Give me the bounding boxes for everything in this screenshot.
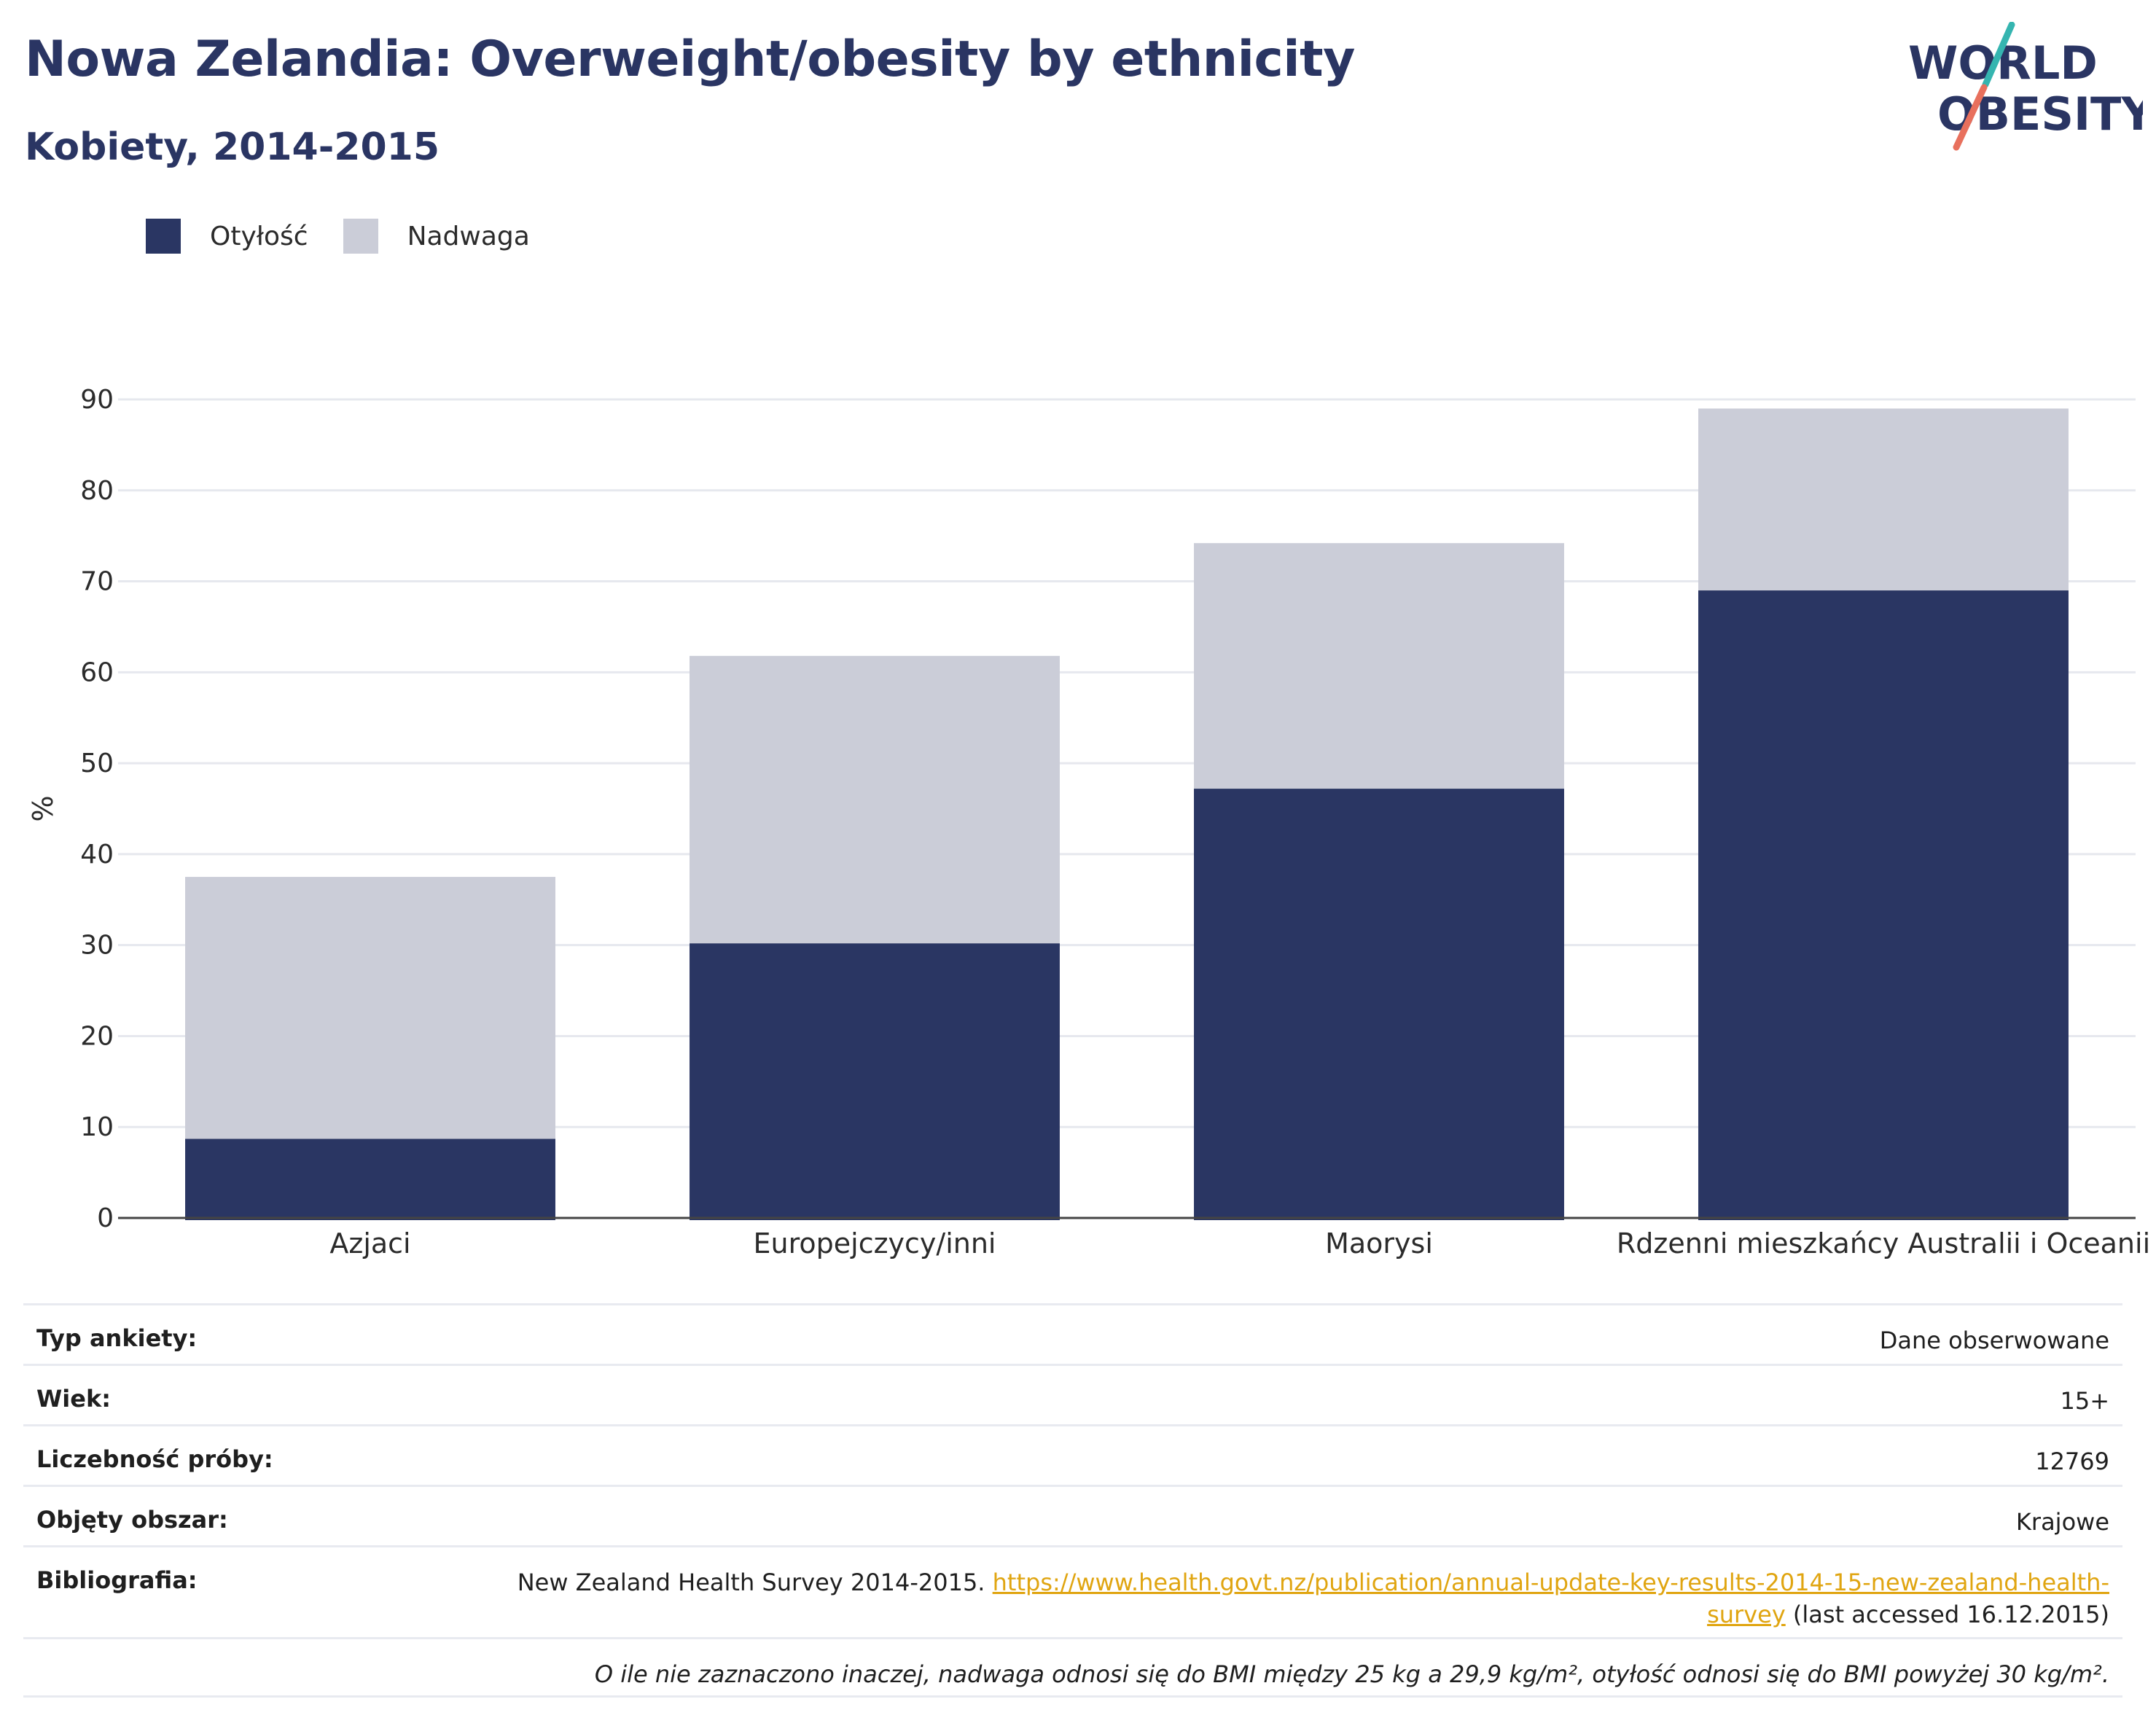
bibliography-link[interactable]: https://www.health.govt.nz/publication/a… — [992, 1569, 2109, 1628]
bar-obesity-2 — [1194, 789, 1564, 1220]
y-tick-label-80: 80 — [80, 476, 114, 506]
info-row-age: Wiek: 15+ — [23, 1364, 2122, 1424]
bar-obesity-0 — [185, 1139, 555, 1220]
info-row-note: O ile nie zaznaczono inaczej, nadwaga od… — [23, 1637, 2122, 1698]
area-value: Krajowe — [2015, 1508, 2109, 1536]
bar-overweight-3 — [1698, 408, 2069, 591]
definition-note: O ile nie zaznaczono inaczej, nadwaga od… — [594, 1660, 2109, 1688]
survey-type-label: Typ ankiety: — [36, 1324, 198, 1352]
bibliography-label: Bibliografia: — [36, 1566, 198, 1594]
info-row-survey-type: Typ ankiety: Dane obserwowane — [23, 1303, 2122, 1364]
age-value: 15+ — [2060, 1387, 2109, 1415]
bibliography-text: New Zealand Health Survey 2014-2015. — [517, 1569, 993, 1596]
bibliography-accessed: (last accessed 16.12.2015) — [1785, 1601, 2109, 1628]
page-title: Nowa Zelandia: Overweight/obesity by eth… — [25, 31, 1355, 88]
world-obesity-logo: WORLD OBESITY — [1908, 22, 2143, 151]
info-row-bibliography: Bibliografia: New Zealand Health Survey … — [23, 1545, 2122, 1637]
bibliography-value: New Zealand Health Survey 2014-2015. htt… — [506, 1566, 2109, 1630]
survey-type-value: Dane obserwowane — [1879, 1327, 2109, 1354]
sample-size-value: 12769 — [2035, 1448, 2109, 1475]
x-tick-label-2: Maorysi — [1325, 1227, 1433, 1260]
y-tick-label-10: 10 — [80, 1112, 114, 1142]
y-tick-label-20: 20 — [80, 1021, 114, 1051]
page-subtitle: Kobiety, 2014-2015 — [25, 125, 440, 169]
stacked-bar-chart: 0 10 20 30 40 50 60 70 80 90% Azjaci Europejczycy/i… — [27, 385, 2150, 1260]
info-table: Typ ankiety: Dane obserwowane Wiek: 15+ … — [23, 1303, 2122, 1698]
area-label: Objęty obszar: — [36, 1506, 228, 1534]
y-tick-label-30: 30 — [80, 931, 114, 961]
legend-swatch-overweight — [343, 219, 378, 254]
legend-label-overweight: Nadwaga — [407, 221, 530, 251]
legend-swatch-obesity — [146, 219, 181, 254]
legend-item-overweight[interactable]: Nadwaga — [343, 219, 530, 254]
bar-obesity-1 — [690, 943, 1060, 1220]
x-tick-label-0: Azjaci — [329, 1227, 410, 1260]
bar-overweight-2 — [1194, 543, 1564, 789]
y-tick-label-0: 0 — [97, 1203, 114, 1233]
y-tick-label-70: 70 — [80, 567, 114, 597]
info-row-sample-size: Liczebność próby: 12769 — [23, 1424, 2122, 1485]
y-tick-label-50: 50 — [80, 749, 114, 778]
x-tick-label-1: Europejczycy/inni — [754, 1227, 996, 1260]
y-tick-label-40: 40 — [80, 840, 114, 870]
legend-label-obesity: Otyłość — [210, 221, 308, 251]
sample-size-label: Liczebność próby: — [36, 1445, 273, 1473]
x-tick-label-3: Rdzenni mieszkańcy Australii i Oceanii — [1617, 1227, 2150, 1260]
y-tick-label-90: 90 — [80, 385, 114, 415]
chart-legend: Otyłość Nadwaga — [146, 216, 565, 257]
legend-item-obesity[interactable]: Otyłość — [146, 219, 308, 254]
y-axis-label: % — [27, 795, 59, 821]
age-label: Wiek: — [36, 1385, 112, 1413]
info-row-area: Objęty obszar: Krajowe — [23, 1485, 2122, 1545]
bar-overweight-0 — [185, 877, 555, 1139]
bar-obesity-3 — [1698, 590, 2069, 1220]
y-tick-label-60: 60 — [80, 657, 114, 687]
bar-overweight-1 — [690, 655, 1060, 944]
